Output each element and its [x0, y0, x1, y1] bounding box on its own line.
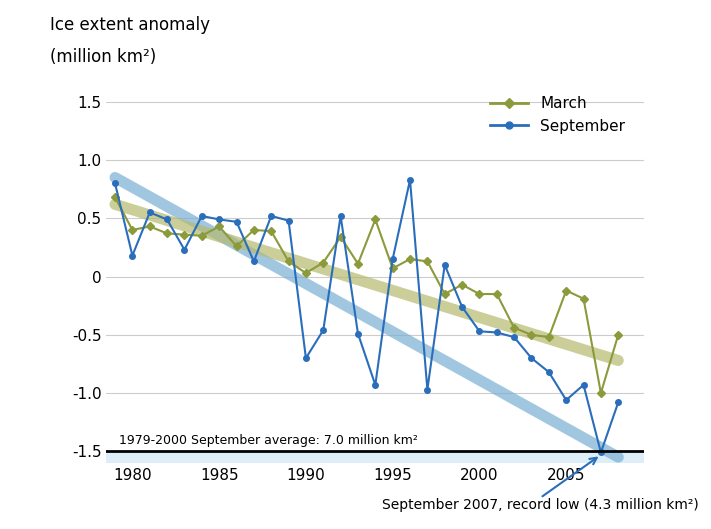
- Text: (million km²): (million km²): [50, 48, 156, 66]
- Legend: March, September: March, September: [483, 90, 631, 140]
- Text: 1979-2000 September average: 7.0 million km²: 1979-2000 September average: 7.0 million…: [119, 434, 417, 446]
- Text: September 2007, record low (4.3 million km²): September 2007, record low (4.3 million …: [382, 498, 698, 512]
- Text: Ice extent anomaly: Ice extent anomaly: [50, 16, 210, 34]
- Bar: [107, 451, 644, 463]
- Bar: [107, 78, 644, 451]
